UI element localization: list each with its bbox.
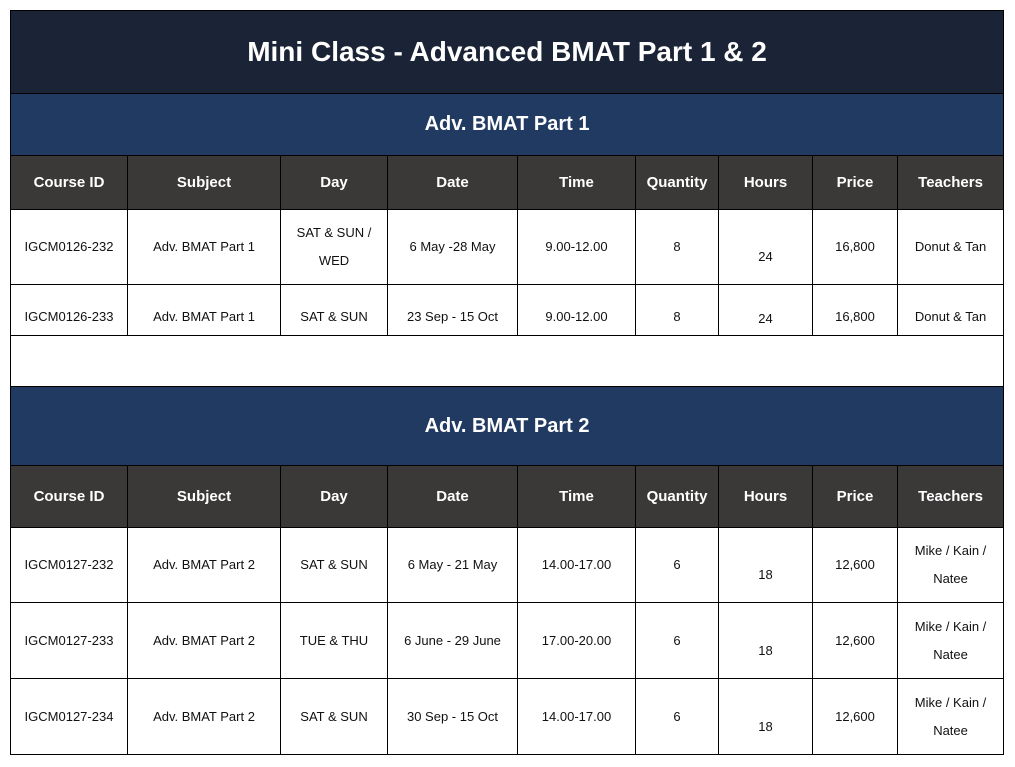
column-header-price: Price — [812, 465, 898, 528]
column-header-subject: Subject — [127, 155, 281, 210]
cell-teachers: Mike / Kain / Natee — [896, 678, 1005, 755]
cell-time: 9.00-12.00 — [517, 284, 636, 336]
column-header-subject: Subject — [127, 465, 281, 528]
table-row: IGCM0126-232 Adv. BMAT Part 1 SAT & SUN … — [10, 209, 1005, 285]
column-header-date: Date — [387, 155, 518, 210]
cell-course-id: IGCM0127-233 — [10, 602, 128, 679]
column-header-time: Time — [517, 465, 636, 528]
section-heading: Adv. BMAT Part 2 — [9, 386, 1005, 466]
cell-quantity: 6 — [635, 602, 719, 679]
cell-hours: 18 — [718, 527, 813, 603]
table-row: IGCM0127-234 Adv. BMAT Part 2 SAT & SUN … — [10, 678, 1005, 755]
section-heading: Adv. BMAT Part 1 — [9, 93, 1005, 156]
cell-date: 30 Sep - 15 Oct — [387, 678, 518, 755]
column-header-teachers: Teachers — [896, 155, 1005, 210]
cell-teachers: Donut & Tan — [896, 209, 1005, 285]
page-title: Mini Class - Advanced BMAT Part 1 & 2 — [9, 10, 1005, 94]
cell-hours: 24 — [718, 284, 813, 336]
cell-subject: Adv. BMAT Part 1 — [127, 209, 281, 285]
cell-date: 6 May - 21 May — [387, 527, 518, 603]
column-header-quantity: Quantity — [635, 155, 719, 210]
cell-day: SAT & SUN — [280, 678, 388, 755]
cell-course-id: IGCM0127-232 — [10, 527, 128, 603]
cell-quantity: 6 — [635, 678, 719, 755]
column-header-hours: Hours — [718, 465, 813, 528]
cell-time: 14.00-17.00 — [517, 527, 636, 603]
cell-date: 6 June - 29 June — [387, 602, 518, 679]
cell-price: 16,800 — [812, 284, 898, 336]
cell-hours: 24 — [718, 209, 813, 285]
cell-hours: 18 — [718, 678, 813, 755]
cell-price: 16,800 — [812, 209, 898, 285]
section-spacer — [9, 335, 1005, 387]
cell-course-id: IGCM0127-234 — [10, 678, 128, 755]
column-header-day: Day — [280, 465, 388, 528]
cell-course-id: IGCM0126-232 — [10, 209, 128, 285]
cell-price: 12,600 — [812, 602, 898, 679]
cell-teachers: Mike / Kain / Natee — [896, 527, 1005, 603]
cell-price: 12,600 — [812, 678, 898, 755]
cell-course-id: IGCM0126-233 — [10, 284, 128, 336]
cell-quantity: 8 — [635, 284, 719, 336]
cell-subject: Adv. BMAT Part 2 — [127, 527, 281, 603]
cell-day: SAT & SUN — [280, 527, 388, 603]
column-header-row: Course ID Subject Day Date Time Quantity… — [10, 465, 1005, 528]
cell-subject: Adv. BMAT Part 2 — [127, 678, 281, 755]
column-header-hours: Hours — [718, 155, 813, 210]
table-row: IGCM0126-233 Adv. BMAT Part 1 SAT & SUN … — [10, 284, 1005, 336]
cell-time: 14.00-17.00 — [517, 678, 636, 755]
column-header-teachers: Teachers — [896, 465, 1005, 528]
column-header-day: Day — [280, 155, 388, 210]
table-row: IGCM0127-232 Adv. BMAT Part 2 SAT & SUN … — [10, 527, 1005, 603]
cell-teachers: Donut & Tan — [896, 284, 1005, 336]
table-row: IGCM0127-233 Adv. BMAT Part 2 TUE & THU … — [10, 602, 1005, 679]
cell-date: 6 May -28 May — [387, 209, 518, 285]
column-header-course-id: Course ID — [10, 465, 128, 528]
cell-time: 9.00-12.00 — [517, 209, 636, 285]
cell-quantity: 8 — [635, 209, 719, 285]
cell-subject: Adv. BMAT Part 2 — [127, 602, 281, 679]
column-header-course-id: Course ID — [10, 155, 128, 210]
cell-quantity: 6 — [635, 527, 719, 603]
cell-subject: Adv. BMAT Part 1 — [127, 284, 281, 336]
cell-time: 17.00-20.00 — [517, 602, 636, 679]
column-header-row: Course ID Subject Day Date Time Quantity… — [10, 155, 1005, 210]
schedule-table: Mini Class - Advanced BMAT Part 1 & 2 Ad… — [9, 10, 1005, 755]
cell-date: 23 Sep - 15 Oct — [387, 284, 518, 336]
cell-hours: 18 — [718, 602, 813, 679]
cell-day: SAT & SUN — [280, 284, 388, 336]
spacer-cell — [9, 335, 1005, 387]
cell-price: 12,600 — [812, 527, 898, 603]
cell-teachers: Mike / Kain / Natee — [896, 602, 1005, 679]
cell-day: TUE & THU — [280, 602, 388, 679]
column-header-date: Date — [387, 465, 518, 528]
column-header-quantity: Quantity — [635, 465, 719, 528]
column-header-time: Time — [517, 155, 636, 210]
cell-day: SAT & SUN / WED — [280, 209, 388, 285]
column-header-price: Price — [812, 155, 898, 210]
